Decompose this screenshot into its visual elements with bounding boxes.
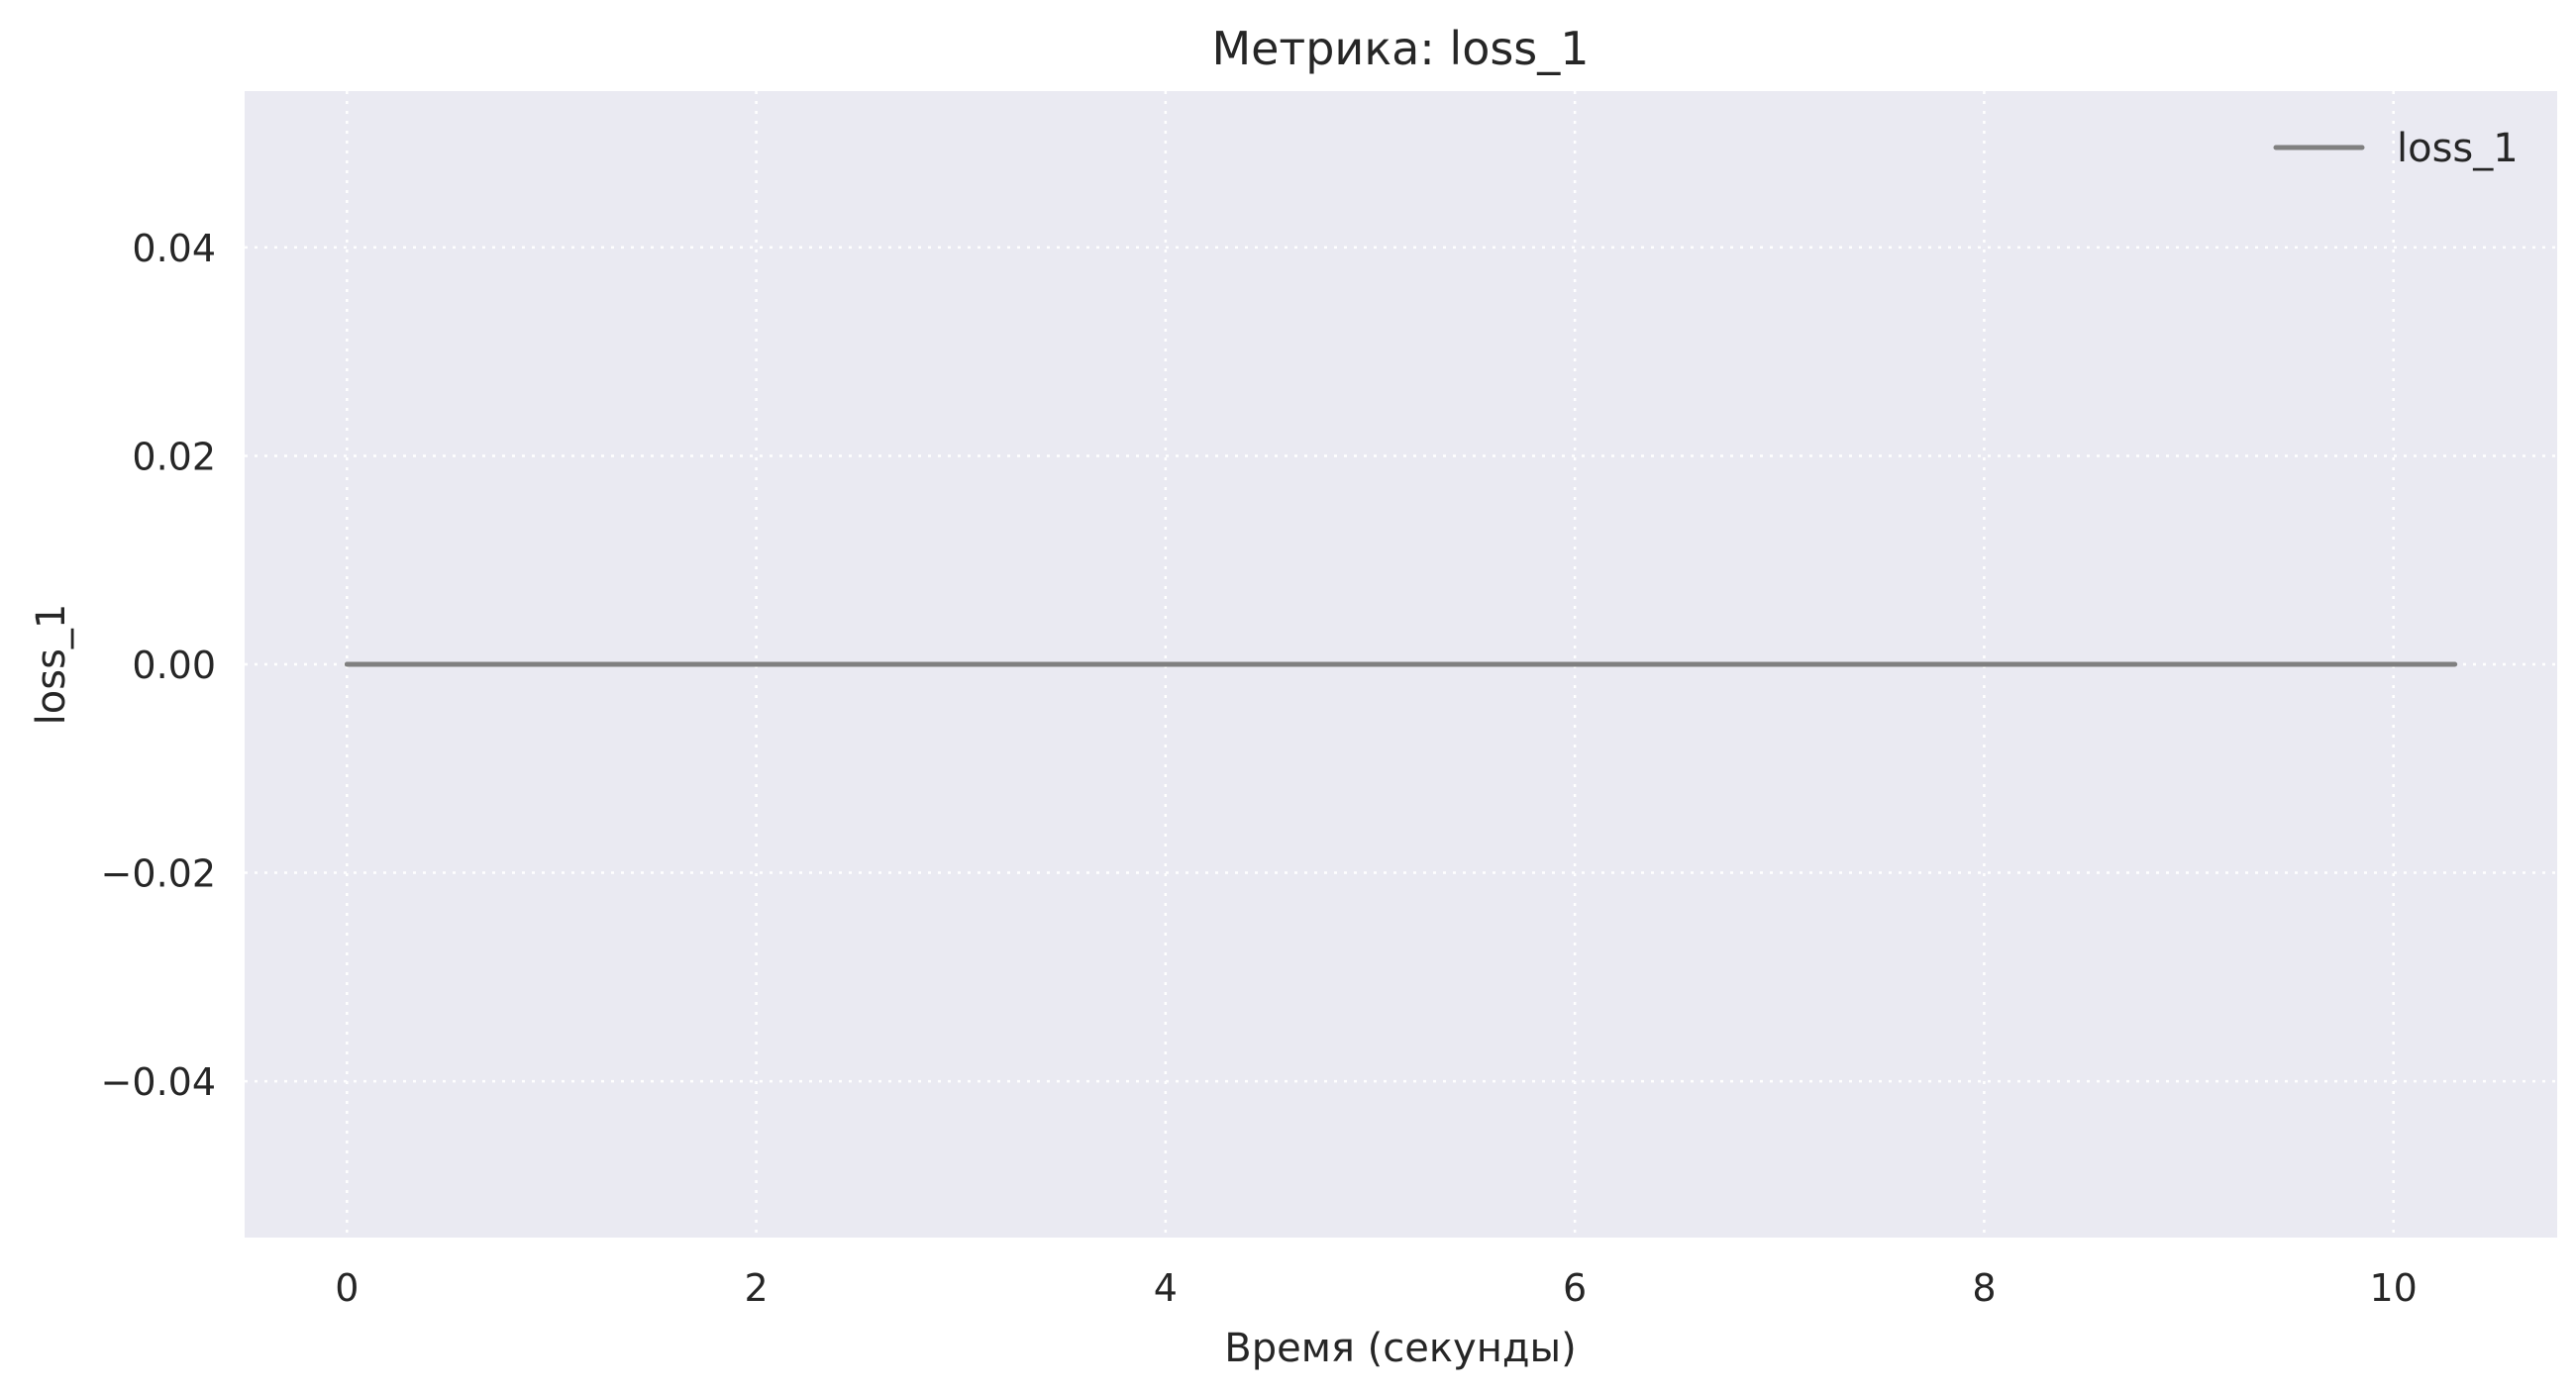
x-tick-label: 2 xyxy=(744,1266,768,1310)
y-axis-label: loss_1 xyxy=(29,604,74,726)
x-gridlines xyxy=(346,91,2395,1238)
y-tick-label: 0.00 xyxy=(132,644,216,687)
x-tick-labels: 0 2 4 6 8 10 xyxy=(335,1266,2418,1310)
x-tick-label: 6 xyxy=(1563,1266,1587,1310)
x-tick-label: 4 xyxy=(1154,1266,1178,1310)
y-tick-label: 0.02 xyxy=(132,435,216,478)
x-tick-label: 10 xyxy=(2370,1266,2418,1310)
y-tick-labels: 0.04 0.02 0.00 −0.02 −0.04 xyxy=(101,227,216,1104)
y-tick-label: −0.04 xyxy=(101,1060,216,1104)
y-tick-label: 0.04 xyxy=(132,227,216,270)
x-tick-label: 8 xyxy=(1972,1266,1996,1310)
y-tick-label: −0.02 xyxy=(101,852,216,896)
chart-title: Метрика: loss_1 xyxy=(1211,22,1589,75)
x-tick-label: 0 xyxy=(335,1266,359,1310)
x-axis-label: Время (секунды) xyxy=(1224,1326,1576,1371)
legend-label-loss_1: loss_1 xyxy=(2397,126,2519,171)
legend: loss_1 xyxy=(2273,126,2519,171)
